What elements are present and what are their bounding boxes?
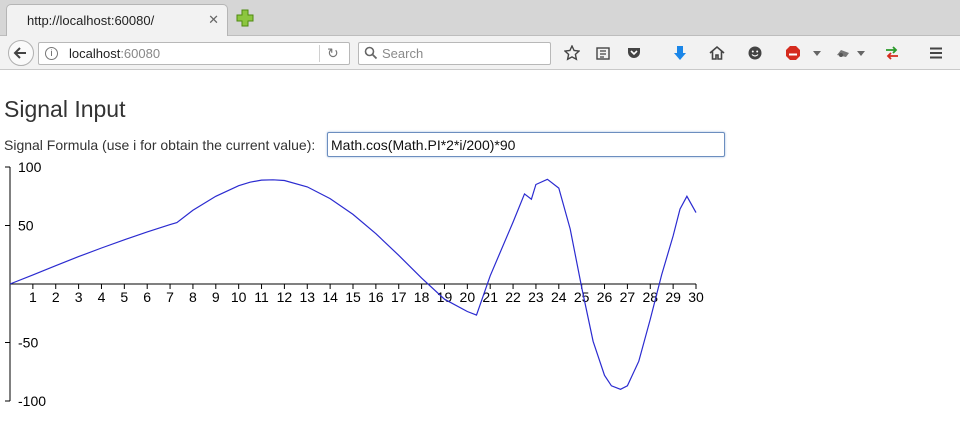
x-tick-label: 18 bbox=[414, 289, 430, 305]
y-tick-label: 100 bbox=[18, 159, 42, 175]
y-tick-label: 50 bbox=[18, 218, 34, 234]
x-tick-label: 30 bbox=[688, 289, 704, 305]
tab-bar: http://localhost:60080/ ✕ bbox=[0, 0, 960, 36]
url-bar[interactable]: i localhost:60080 ↻ bbox=[38, 42, 350, 65]
url-text: localhost:60080 bbox=[69, 46, 160, 61]
x-tick-label: 14 bbox=[322, 289, 338, 305]
adblock-plus-icon[interactable] bbox=[785, 45, 801, 61]
x-tick-label: 12 bbox=[277, 289, 293, 305]
x-tick-label: 7 bbox=[166, 289, 174, 305]
x-tick-label: 29 bbox=[665, 289, 681, 305]
x-tick-label: 6 bbox=[143, 289, 151, 305]
url-separator bbox=[319, 45, 320, 62]
page-title: Signal Input bbox=[4, 96, 126, 122]
smiley-feedback-icon[interactable] bbox=[747, 45, 763, 61]
x-tick-label: 9 bbox=[212, 289, 220, 305]
navigation-toolbar: i localhost:60080 ↻ Search bbox=[0, 36, 960, 70]
x-tick-label: 17 bbox=[391, 289, 407, 305]
x-tick-label: 2 bbox=[52, 289, 60, 305]
hamburger-menu-icon[interactable] bbox=[928, 45, 944, 61]
formula-label: Signal Formula (use i for obtain the cur… bbox=[4, 137, 316, 153]
x-tick-label: 21 bbox=[482, 289, 498, 305]
x-tick-label: 15 bbox=[345, 289, 361, 305]
search-icon bbox=[364, 46, 378, 60]
tab-title: http://localhost:60080/ bbox=[27, 13, 155, 28]
x-tick-label: 28 bbox=[642, 289, 658, 305]
back-arrow-icon bbox=[13, 47, 26, 59]
url-port: :60080 bbox=[120, 46, 161, 61]
bookmark-star-icon[interactable] bbox=[564, 45, 580, 61]
x-tick-label: 4 bbox=[98, 289, 106, 305]
tab-close-icon[interactable]: ✕ bbox=[208, 12, 219, 27]
adblock-dropdown-icon[interactable] bbox=[812, 45, 822, 61]
search-bar[interactable]: Search bbox=[358, 42, 551, 65]
x-tick-label: 16 bbox=[368, 289, 384, 305]
new-tab-plus-icon[interactable] bbox=[236, 9, 254, 27]
download-arrow-icon[interactable] bbox=[672, 45, 688, 61]
x-tick-label: 11 bbox=[254, 289, 269, 305]
signal-line bbox=[9, 178, 697, 390]
search-placeholder: Search bbox=[382, 46, 424, 61]
x-tick-label: 22 bbox=[505, 289, 521, 305]
x-tick-label: 5 bbox=[120, 289, 128, 305]
x-tick-label: 10 bbox=[231, 289, 247, 305]
x-tick-label: 3 bbox=[75, 289, 83, 305]
pocket-icon[interactable] bbox=[626, 45, 642, 61]
x-tick-label: 25 bbox=[574, 289, 590, 305]
x-tick-label: 13 bbox=[299, 289, 315, 305]
x-tick-label: 20 bbox=[460, 289, 476, 305]
url-host: localhost bbox=[69, 46, 121, 61]
x-tick-label: 26 bbox=[597, 289, 613, 305]
y-tick-label: -50 bbox=[18, 335, 38, 351]
sync-arrows-icon[interactable] bbox=[884, 45, 900, 61]
x-tick-label: 24 bbox=[551, 289, 567, 305]
back-button[interactable] bbox=[8, 40, 34, 66]
browser-tab[interactable]: http://localhost:60080/ ✕ bbox=[6, 4, 228, 36]
site-info-icon[interactable]: i bbox=[45, 47, 58, 60]
extension-dropdown-icon[interactable] bbox=[856, 45, 866, 61]
home-icon[interactable] bbox=[709, 45, 725, 61]
y-tick-label: -100 bbox=[18, 393, 46, 409]
x-tick-label: 8 bbox=[189, 289, 197, 305]
x-tick-label: 1 bbox=[29, 289, 37, 305]
reload-icon[interactable]: ↻ bbox=[327, 45, 339, 61]
reading-list-icon[interactable] bbox=[595, 45, 611, 61]
x-tick-label: 23 bbox=[528, 289, 544, 305]
extension-glasses-icon[interactable] bbox=[835, 45, 851, 61]
x-tick-label: 27 bbox=[620, 289, 636, 305]
formula-input[interactable] bbox=[327, 132, 725, 157]
